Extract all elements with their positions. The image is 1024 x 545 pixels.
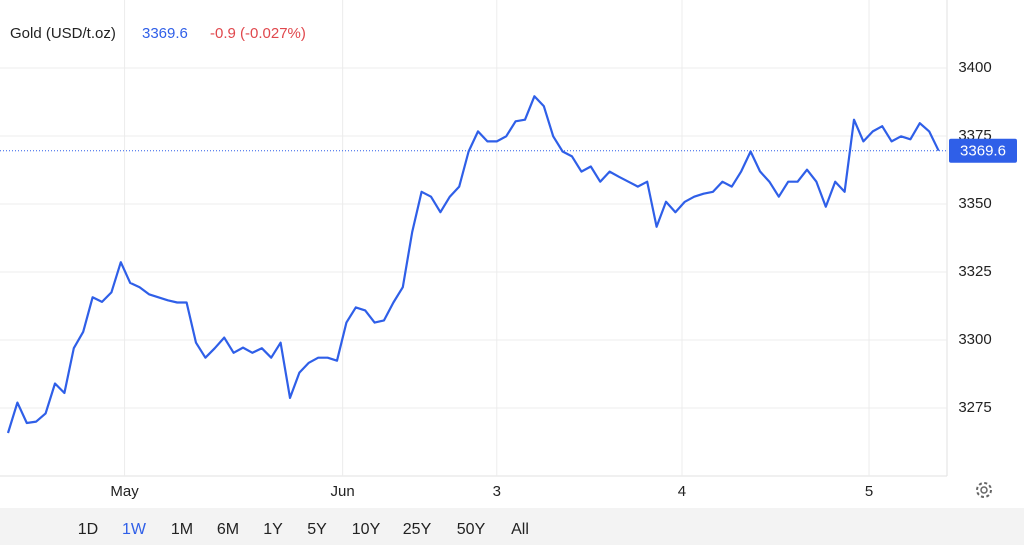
y-tick-label: 3400 <box>958 59 991 76</box>
price: 3369.6 <box>142 25 188 42</box>
range-button[interactable]: 1W <box>122 521 147 538</box>
range-button[interactable]: 50Y <box>457 521 486 538</box>
x-tick-label: 5 <box>865 483 873 500</box>
x-tick-label: 3 <box>493 483 501 500</box>
settings-icon[interactable] <box>976 482 992 498</box>
y-tick-label: 3325 <box>958 263 991 280</box>
range-bar <box>0 508 1024 545</box>
range-button[interactable]: 10Y <box>352 521 381 538</box>
last-price-label: 3369.6 <box>960 143 1006 160</box>
range-button[interactable]: 5Y <box>307 521 327 538</box>
x-tick-label: Jun <box>331 483 355 500</box>
y-tick-label: 3300 <box>958 331 991 348</box>
last-price-tag <box>949 138 1017 163</box>
range-button[interactable]: 1M <box>171 521 193 538</box>
range-button[interactable]: All <box>511 521 529 538</box>
y-tick-label: 3350 <box>958 195 991 212</box>
chart-title: Gold (USD/t.oz) <box>10 25 116 42</box>
range-button[interactable]: 1Y <box>263 521 283 538</box>
range-button[interactable]: 25Y <box>403 521 432 538</box>
change: -0.9 (-0.027%) <box>210 25 306 42</box>
y-tick-label: 3275 <box>958 399 991 416</box>
range-button[interactable]: 6M <box>217 521 239 538</box>
price-line <box>6 95 940 434</box>
range-button[interactable]: 1D <box>78 521 98 538</box>
x-tick-label: May <box>110 483 139 500</box>
x-tick-label: 4 <box>678 483 686 500</box>
